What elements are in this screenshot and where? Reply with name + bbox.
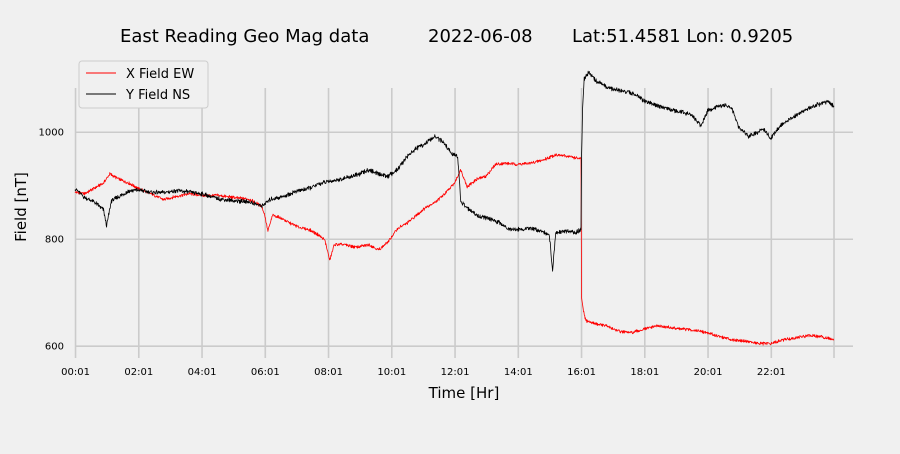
legend-label-x-field: X Field EW — [126, 67, 194, 82]
grid-layer — [74, 88, 853, 358]
series-layer — [74, 70, 835, 346]
x-tick-label: 00:01 — [61, 367, 90, 378]
x-tick-label: 16:01 — [567, 367, 596, 378]
x-axis-label: Time [Hr] — [428, 384, 500, 402]
x-tick-label: 02:01 — [124, 367, 153, 378]
x-tick-label: 12:01 — [441, 367, 470, 378]
chart-title-location: Lat:51.4581 Lon: 0.9205 — [572, 26, 793, 47]
chart-title-station: East Reading Geo Mag data — [120, 26, 369, 47]
y-tick-label: 800 — [45, 235, 64, 246]
y-tick-label: 1000 — [39, 128, 64, 139]
x-tick-label: 04:01 — [188, 367, 217, 378]
y-axis-label: Field [nT] — [12, 172, 30, 242]
x-tick-label: 22:01 — [757, 367, 786, 378]
x-tick-label: 10:01 — [377, 367, 406, 378]
x-tick-label: 06:01 — [251, 367, 280, 378]
x-tick-label: 08:01 — [314, 367, 343, 378]
chart-title-date: 2022-06-08 — [428, 26, 533, 47]
legend: X Field EW Y Field NS — [78, 60, 209, 109]
legend-label-y-field: Y Field NS — [125, 88, 190, 103]
y-tick-label: 600 — [45, 342, 64, 353]
tick-labels: 600 800 1000 00:01 02:01 04:01 06:01 08:01 10:01… — [39, 128, 786, 378]
x-tick-label: 14:01 — [504, 367, 533, 378]
series-line-y-field — [74, 70, 835, 272]
x-tick-label: 20:01 — [694, 367, 723, 378]
x-tick-label: 18:01 — [630, 367, 659, 378]
